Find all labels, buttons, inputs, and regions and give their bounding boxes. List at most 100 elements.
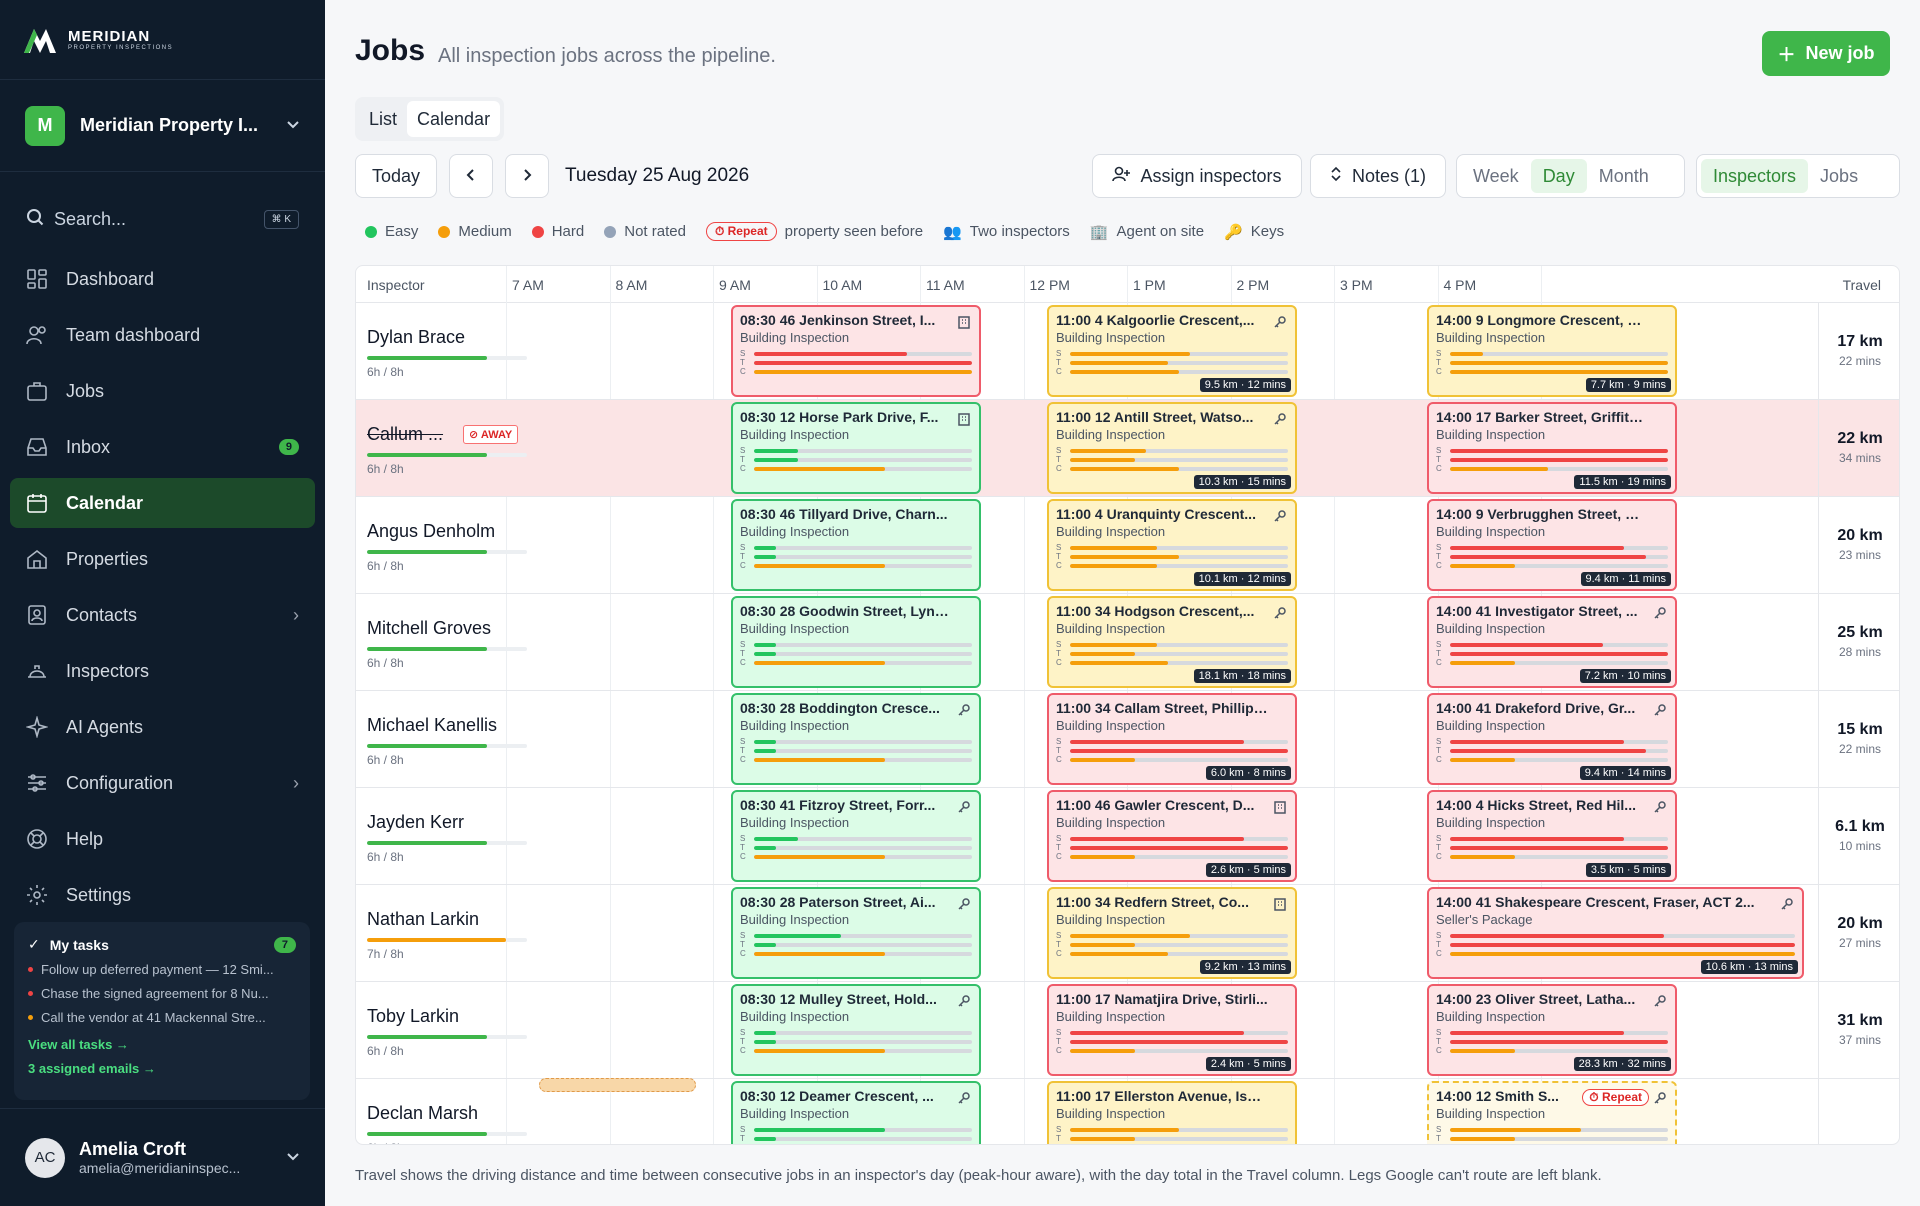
job-card[interactable]: 08:30 28 Goodwin Street, Lyne... Building…	[731, 596, 981, 688]
job-card[interactable]: 11:00 4 Uranquinty Crescent... Building I…	[1047, 499, 1297, 591]
sidebar-item-team-dashboard[interactable]: Team dashboard	[10, 310, 315, 360]
mode-inspectors[interactable]: Inspectors	[1701, 159, 1809, 193]
score-bar: C	[740, 755, 972, 764]
score-bar: T	[1436, 552, 1668, 561]
job-title: 14:00 4 Hicks Street, Red Hil...	[1436, 797, 1636, 813]
job-card[interactable]: 14:00 41 Drakeford Drive, Gr... Building …	[1427, 693, 1677, 785]
job-card[interactable]: 11:00 12 Antill Street, Watso... Building…	[1047, 402, 1297, 494]
job-card[interactable]: 14:00 17 Barker Street, Griffith,... Buil…	[1427, 402, 1677, 494]
notes-button[interactable]: Notes (1)	[1310, 154, 1446, 198]
score-letter: T	[740, 1037, 745, 1046]
job-card[interactable]: 08:30 46 Tillyard Drive, Charn... Buildin…	[731, 499, 981, 591]
job-card[interactable]: 08:30 12 Horse Park Drive, F... Building …	[731, 402, 981, 494]
travel-cell: 31 km 37 mins	[1818, 982, 1899, 1079]
today-button[interactable]: Today	[355, 154, 437, 198]
sidebar-item-ai-agents[interactable]: AI Agents	[10, 702, 315, 752]
sidebar-item-calendar[interactable]: Calendar	[10, 478, 315, 528]
workload-fill	[367, 1035, 487, 1039]
job-card[interactable]: 08:30 12 Mulley Street, Hold... Building …	[731, 984, 981, 1076]
inspector-cell[interactable]: Callum ... ⊘ AWAY 6h / 8h	[356, 400, 539, 497]
inspector-cell[interactable]: Nathan Larkin 7h / 8h	[356, 885, 539, 982]
job-card[interactable]: 11:00 4 Kalgoorlie Crescent,... Building …	[1047, 305, 1297, 397]
unassigned-slot-placeholder[interactable]	[539, 1078, 696, 1092]
job-card[interactable]: 14:00 12 Smith S... Building Inspection S T…	[1427, 1081, 1677, 1144]
inspector-row: Dylan Brace 6h / 8h 17 km 22 mins 08:30 46 J…	[356, 303, 1899, 400]
job-card[interactable]: 14:00 41 Shakespeare Crescent, Fraser, A…	[1427, 887, 1804, 979]
job-card[interactable]: 14:00 9 Verbrugghen Street, M... Building…	[1427, 499, 1677, 591]
job-title: 11:00 17 Ellerston Avenue, Isab...	[1056, 1088, 1276, 1104]
travel-time: 37 mins	[1838, 1033, 1882, 1047]
leg-travel-badge: 6.0 km · 8 mins	[1205, 766, 1291, 780]
legend-easy: Easy	[365, 223, 418, 240]
job-card[interactable]: 11:00 46 Gawler Crescent, D... Building I…	[1047, 790, 1297, 882]
inspector-name: Mitchell Groves	[367, 618, 492, 638]
sidebar-item-settings[interactable]: Settings	[10, 870, 315, 920]
workload-bar	[367, 938, 527, 942]
job-card[interactable]: 14:00 9 Longmore Crescent, W... Building …	[1427, 305, 1677, 397]
inspector-cell[interactable]: Jayden Kerr 6h / 8h	[356, 788, 539, 885]
sidebar-item-inspectors[interactable]: Inspectors	[10, 646, 315, 696]
job-card[interactable]: 08:30 12 Deamer Crescent, ... Building In…	[731, 1081, 981, 1144]
key-icon	[1653, 703, 1667, 717]
sidebar-item-contacts[interactable]: Contacts ›	[10, 590, 315, 640]
assigned-emails-link[interactable]: 3 assigned emails →	[28, 1061, 156, 1076]
inspector-cell[interactable]: Dylan Brace 6h / 8h	[356, 303, 539, 400]
sidebar-item-properties[interactable]: Properties	[10, 534, 315, 584]
score-bar: C	[1056, 949, 1288, 958]
search-input[interactable]: Search... ⌘ K	[26, 202, 299, 236]
next-day-button[interactable]	[505, 154, 549, 198]
tab-calendar[interactable]: Calendar	[407, 101, 501, 137]
assign-inspectors-button[interactable]: Assign inspectors	[1092, 154, 1302, 198]
task-item[interactable]: Chase the signed agreement for 8 Nu...	[28, 986, 296, 1001]
task-item[interactable]: Call the vendor at 41 Mackennal Stre...	[28, 1010, 296, 1025]
job-card[interactable]: 08:30 46 Jenkinson Street, I... Building …	[731, 305, 981, 397]
sidebar-item-inbox[interactable]: Inbox 9	[10, 422, 315, 472]
job-card[interactable]: 08:30 41 Fitzroy Street, Forr... Building…	[731, 790, 981, 882]
job-card[interactable]: 14:00 4 Hicks Street, Red Hil... Building…	[1427, 790, 1677, 882]
inspector-row: Callum ... ⊘ AWAY 6h / 8h 22 km 34 mins 08:30…	[356, 400, 1899, 497]
job-card[interactable]: 11:00 34 Callam Street, Phillip,... Build…	[1047, 693, 1297, 785]
my-tasks-header[interactable]: ✓ My tasks 7	[28, 936, 296, 953]
job-card[interactable]: 11:00 34 Hodgson Crescent,... Building In…	[1047, 596, 1297, 688]
job-card[interactable]: 08:30 28 Paterson Street, Ai... Building …	[731, 887, 981, 979]
inspector-cell[interactable]: Declan Marsh 6h / 8h	[356, 1079, 539, 1144]
sidebar: MERIDIAN PROPERTY INSPECTIONS M Meridian…	[0, 0, 325, 1206]
user-menu[interactable]: AC Amelia Croft amelia@meridianinspec...	[0, 1108, 325, 1206]
travel-time: 27 mins	[1838, 936, 1882, 950]
inspector-cell[interactable]: Michael Kanellis 6h / 8h	[356, 691, 539, 788]
job-card[interactable]: 11:00 17 Namatjira Drive, Stirli... Build…	[1047, 984, 1297, 1076]
job-card[interactable]: 11:00 34 Redfern Street, Co... Building I…	[1047, 887, 1297, 979]
sidebar-item-jobs[interactable]: Jobs	[10, 366, 315, 416]
range-month[interactable]: Month	[1598, 165, 1649, 186]
travel-distance: 15 km	[1837, 721, 1883, 738]
task-item[interactable]: Follow up deferred payment — 12 Smi...	[28, 962, 296, 977]
sidebar-item-help[interactable]: Help	[10, 814, 315, 864]
org-switcher[interactable]: M Meridian Property I...	[0, 80, 325, 172]
job-card[interactable]: 14:00 23 Oliver Street, Latha... Building…	[1427, 984, 1677, 1076]
score-bar: C	[1436, 658, 1668, 667]
brand[interactable]: MERIDIAN PROPERTY INSPECTIONS	[0, 0, 325, 80]
job-card[interactable]: 14:00 41 Investigator Street, ... Buildin…	[1427, 596, 1677, 688]
job-title: 11:00 46 Gawler Crescent, D...	[1056, 797, 1255, 813]
inspector-cell[interactable]: Toby Larkin 6h / 8h	[356, 982, 539, 1079]
job-card[interactable]: 11:00 17 Ellerston Avenue, Isab... Buildi…	[1047, 1081, 1297, 1144]
prev-day-button[interactable]	[449, 154, 493, 198]
tab-list[interactable]: List	[369, 108, 398, 129]
inspector-cell[interactable]: Angus Denholm 6h / 8h	[356, 497, 539, 594]
page-subtitle: All inspection jobs across the pipeline.	[438, 45, 776, 67]
mode-jobs[interactable]: Jobs	[1820, 165, 1859, 186]
score-bar: T	[1056, 1134, 1288, 1143]
inspector-cell[interactable]: Mitchell Groves 6h / 8h	[356, 594, 539, 691]
new-job-button[interactable]: ＋ New job	[1762, 31, 1890, 76]
job-card[interactable]: 08:30 28 Boddington Cresce... Building In…	[731, 693, 981, 785]
score-bar: C	[740, 561, 972, 570]
sidebar-item-configuration[interactable]: Configuration ›	[10, 758, 315, 808]
view-all-tasks-link[interactable]: View all tasks →	[28, 1037, 129, 1052]
notes-label: Notes (1)	[1351, 165, 1427, 186]
range-day[interactable]: Day	[1530, 159, 1587, 193]
range-week[interactable]: Week	[1473, 165, 1519, 186]
plus-icon: ＋	[1777, 44, 1796, 65]
sidebar-item-dashboard[interactable]: Dashboard	[10, 254, 315, 304]
